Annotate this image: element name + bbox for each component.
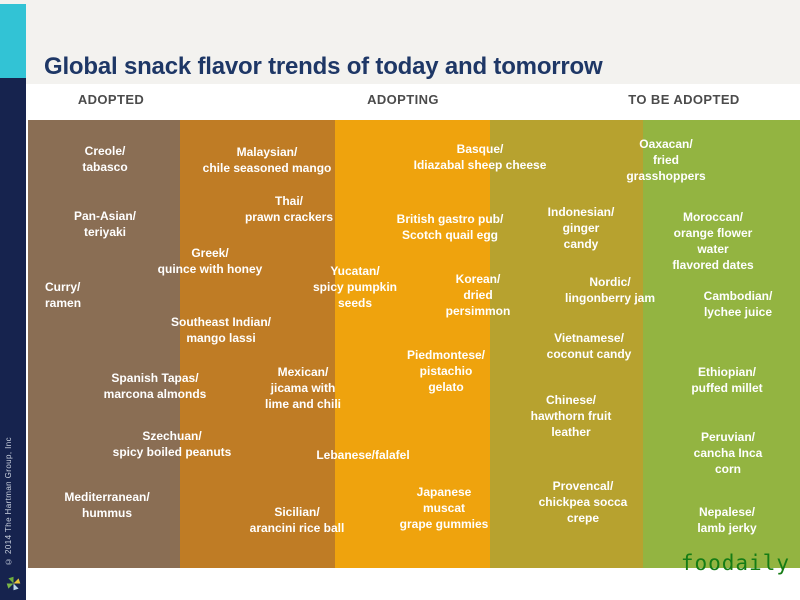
column-header-to-be-adopted: TO BE ADOPTED: [628, 92, 740, 107]
band-adopted: [28, 120, 180, 568]
band-to-be-adopted: [643, 120, 800, 568]
flavor-item-vietnamese: Vietnamese/ coconut candy: [546, 331, 632, 361]
flavor-item-curry: Curry/ ramen: [45, 280, 82, 310]
flavor-item-mexican: Mexican/ jicama with lime and chili: [264, 365, 342, 411]
foodaily-watermark: foodaily: [680, 551, 790, 575]
flavor-item-nepalese: Nepalese/ lamb jerky: [697, 505, 757, 535]
flavor-item-indonesian: Indonesian/ ginger candy: [547, 205, 615, 251]
flavor-item-lebanese: Lebanese/falafel: [316, 448, 410, 462]
flavor-item-japanese: Japanese muscat grape gummies: [399, 485, 489, 531]
flavor-item-mediterranean: Mediterranean/ hummus: [64, 490, 150, 520]
flavor-item-thai: Thai/ prawn crackers: [244, 194, 334, 224]
flavor-item-yucatan: Yucatan/ spicy pumpkin seeds: [312, 264, 398, 310]
band-adopting-to-be-adopted: [490, 120, 643, 568]
flavor-item-malaysian: Malaysian/ chile seasoned mango: [202, 145, 332, 175]
flavor-item-cambodian: Cambodian/ lychee juice: [703, 289, 773, 319]
band-adopting: [335, 120, 490, 568]
flavor-item-piedmontese: Piedmontese/ pistachio gelato: [406, 348, 486, 394]
flavor-item-korean: Korean/ dried persimmon: [445, 272, 511, 318]
flavor-item-spanish-tapas: Spanish Tapas/ marcona almonds: [103, 371, 207, 401]
flavor-item-southeast-indian: Southeast Indian/ mango lassi: [170, 315, 272, 345]
copyright-text: © 2014 The Hartman Group, Inc: [4, 437, 13, 566]
page-title: Global snack flavor trends of today and …: [44, 53, 603, 80]
flavor-item-moroccan: Moroccan/ orange flower water flavored d…: [672, 210, 754, 272]
flavor-item-creole: Creole/ tabasco: [82, 144, 128, 174]
column-header-adopted: ADOPTED: [77, 92, 145, 107]
teal-accent-block: [0, 4, 26, 78]
flavor-item-oaxacan: Oaxacan/ fried grasshoppers: [626, 137, 706, 183]
header-background: [0, 0, 800, 84]
flavor-item-szechuan: Szechuan/ spicy boiled peanuts: [112, 429, 232, 459]
flavor-item-basque: Basque/ Idiazabal sheep cheese: [413, 142, 547, 172]
flavor-item-provencal: Provencal/ chickpea socca crepe: [538, 479, 628, 525]
flavor-item-british-gastro-pub: British gastro pub/ Scotch quail egg: [396, 212, 504, 242]
flavor-item-nordic: Nordic/ lingonberry jam: [564, 275, 656, 305]
flavor-item-ethiopian: Ethiopian/ puffed millet: [691, 365, 763, 395]
column-header-adopting: ADOPTING: [367, 92, 439, 107]
band-adopted-adopting: [180, 120, 335, 568]
left-sidebar: © 2014 The Hartman Group, Inc: [0, 78, 26, 600]
flavor-item-sicilian: Sicilian/ arancini rice ball: [249, 505, 345, 535]
flavor-item-greek: Greek/ quince with honey: [157, 246, 263, 276]
flavor-item-pan-asian: Pan-Asian/ teriyaki: [73, 209, 137, 239]
pinwheel-icon: [6, 576, 21, 591]
flavor-item-peruvian: Peruvian/ cancha Inca corn: [693, 430, 763, 476]
flavor-item-chinese: Chinese/ hawthorn fruit leather: [530, 393, 612, 439]
